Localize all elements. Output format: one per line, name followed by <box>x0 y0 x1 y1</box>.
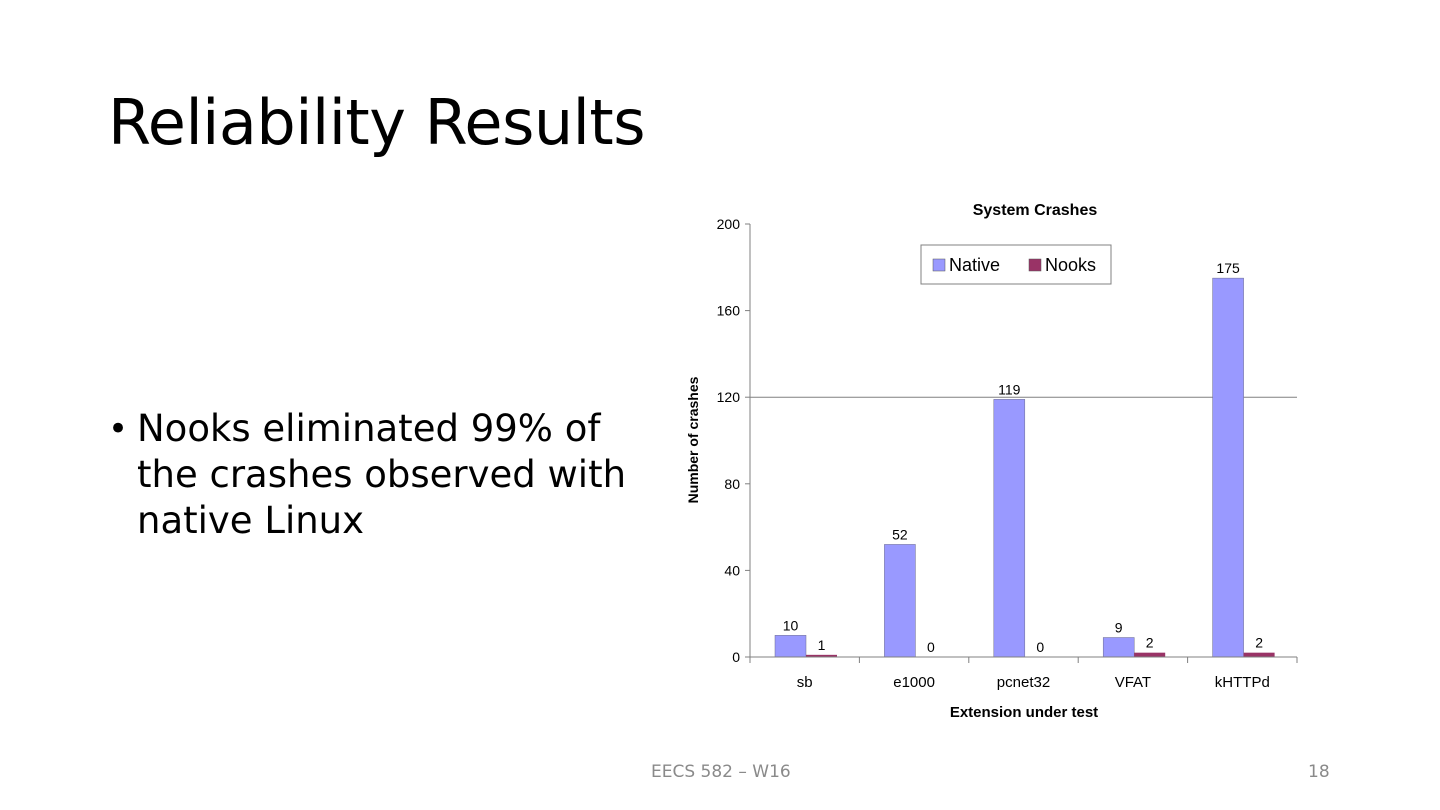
bullet-item: • Nooks eliminated 99% of the crashes ob… <box>108 406 648 544</box>
y-tick-label: 80 <box>724 476 740 492</box>
legend: Native Nooks <box>920 244 1112 285</box>
data-label: 2 <box>1146 635 1154 651</box>
bar-native <box>774 635 807 658</box>
data-label: 10 <box>783 617 799 633</box>
x-tick-label: kHTTPd <box>1215 674 1270 691</box>
x-tick-label: pcnet32 <box>997 674 1050 691</box>
bar-chart: System Crashes 0 40 80 120 160 200 10 1 52 0 119 0… <box>685 202 1298 721</box>
data-label: 119 <box>998 381 1021 397</box>
bar-native <box>1212 277 1244 658</box>
slide-title: Reliability Results <box>108 86 646 159</box>
data-label: 0 <box>927 639 935 655</box>
y-tick-label: 160 <box>717 303 741 319</box>
bullet-text: Nooks eliminated 99% of the crashes obse… <box>137 407 627 542</box>
footer-course: EECS 582 – W16 <box>651 762 791 782</box>
y-tick-label: 120 <box>717 389 741 405</box>
x-axis: sb e1000 pcnet32 VFAT kHTTPd <box>749 656 1298 691</box>
bullet-dot: • <box>108 409 129 449</box>
y-axis-label: Number of crashes <box>685 376 701 503</box>
legend-label-nooks: Nooks <box>1045 255 1096 275</box>
y-tick-label: 0 <box>732 649 740 665</box>
data-label: 0 <box>1036 639 1044 655</box>
data-label: 175 <box>1216 260 1240 276</box>
x-tick-label: e1000 <box>893 674 935 691</box>
bar-nooks <box>1134 652 1166 657</box>
bar-nooks <box>806 654 837 657</box>
bar-native <box>993 399 1026 658</box>
page-number: 18 <box>1308 762 1330 782</box>
x-axis-label: Extension under test <box>950 704 1098 721</box>
bar-nooks <box>1243 652 1275 657</box>
x-tick-label: sb <box>797 674 813 691</box>
x-tick-label: VFAT <box>1115 674 1151 691</box>
chart-title: System Crashes <box>973 202 1098 219</box>
bar-native <box>1102 637 1135 658</box>
legend-swatch-native <box>932 258 946 272</box>
data-label: 1 <box>818 637 826 653</box>
legend-label-native: Native <box>949 255 1000 275</box>
y-tick-label: 200 <box>717 216 741 232</box>
legend-box <box>920 244 1112 285</box>
data-label: 52 <box>892 526 908 542</box>
data-label: 2 <box>1255 635 1263 651</box>
y-axis: 0 40 80 120 160 200 <box>717 216 751 665</box>
bars <box>774 277 1275 658</box>
legend-swatch-nooks <box>1028 258 1042 272</box>
data-labels: 10 1 52 0 119 0 9 2 175 2 <box>783 260 1263 655</box>
bar-native <box>884 544 916 658</box>
y-tick-label: 40 <box>724 562 740 578</box>
data-label: 9 <box>1115 620 1123 636</box>
